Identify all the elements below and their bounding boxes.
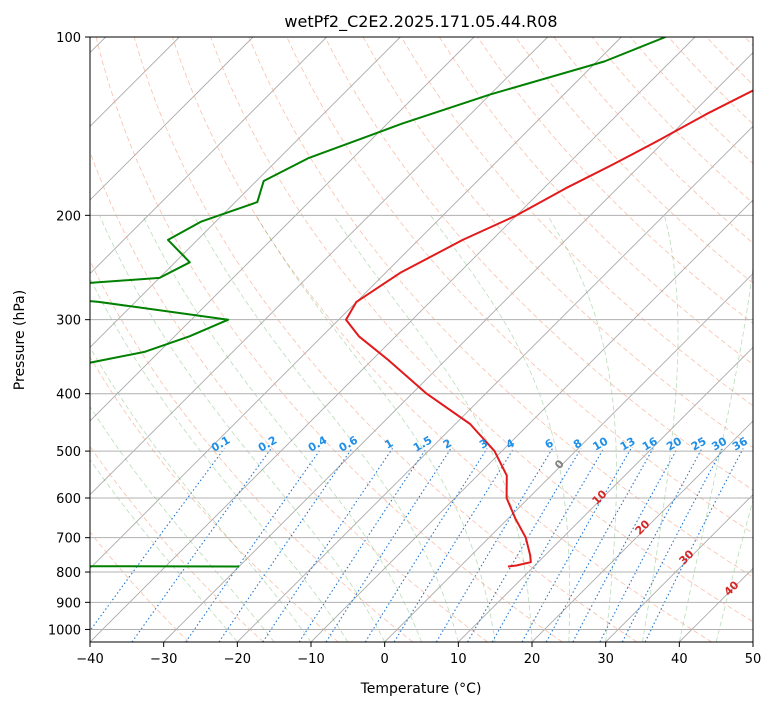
dry-adiabat-line xyxy=(90,445,264,642)
isotherm-line xyxy=(90,37,696,642)
plot-frame xyxy=(89,36,754,643)
isotherm-line xyxy=(90,37,401,348)
y-tick-label: 800 xyxy=(56,566,81,581)
moist-adiabat-line xyxy=(255,215,496,642)
mixing-ratio-line xyxy=(467,448,582,642)
x-tick-label: 10 xyxy=(450,652,467,667)
x-tick-label: −10 xyxy=(297,652,324,667)
y-tick-label: 700 xyxy=(56,532,81,547)
isotherm-line xyxy=(163,52,753,642)
series-lines xyxy=(90,37,753,568)
y-axis: 100 200 300 400 500 600 700 800 900 1000 xyxy=(48,31,90,638)
isotherm-line xyxy=(90,37,254,201)
dry-adiabat-line xyxy=(439,37,753,365)
x-tick-label: 40 xyxy=(671,652,688,667)
moist-adiabat-line xyxy=(90,346,312,642)
x-tick-label: 50 xyxy=(745,652,762,667)
mixing-ratio-line xyxy=(644,448,744,642)
y-tick-label: 600 xyxy=(56,492,81,507)
y-tick-label: 300 xyxy=(56,314,81,329)
dry-adiabat-line xyxy=(515,37,753,284)
x-tick-label: 20 xyxy=(524,652,541,667)
moist-adiabat-line xyxy=(90,458,238,642)
background-lines xyxy=(90,37,753,642)
y-tick-label: 100 xyxy=(56,31,81,46)
mixing-ratio-line xyxy=(491,448,605,642)
mixing-ratio-line xyxy=(298,448,427,642)
mixing-ratio-line xyxy=(218,448,353,642)
dry-adiabat-line xyxy=(248,37,753,578)
y-tick-label: 400 xyxy=(56,388,81,403)
mixing-ratio-line xyxy=(599,448,703,642)
mixing-ratio-line xyxy=(262,448,393,642)
isotherm-line xyxy=(90,37,327,275)
dry-adiabat-line xyxy=(90,531,190,642)
dry-adiabat-line xyxy=(133,37,638,642)
isotherm-line xyxy=(237,125,753,642)
mixing-ratio-line xyxy=(621,448,723,642)
dry-adiabat-line xyxy=(210,37,753,623)
mixing-ratio-line xyxy=(572,448,678,642)
x-tick-label: −30 xyxy=(150,652,177,667)
mixing-ratio-line xyxy=(185,448,322,642)
x-tick-label: 0 xyxy=(381,652,389,667)
dry-adiabat-line xyxy=(90,150,488,642)
dry-adiabat-line xyxy=(171,37,712,642)
moist-adiabat-line xyxy=(430,215,570,642)
mixing-ratio-line xyxy=(364,448,488,642)
moist-adiabat-line xyxy=(142,215,422,642)
x-tick-label: −20 xyxy=(224,652,251,667)
mixing-ratio-line xyxy=(393,448,515,642)
dry-adiabat-line xyxy=(324,37,753,491)
moist-adiabat-line xyxy=(642,215,679,642)
x-axis: −40 −30 −20 −10 0 10 20 30 40 50 xyxy=(76,642,761,667)
plot-area xyxy=(90,37,753,642)
y-tick-label: 200 xyxy=(56,209,81,224)
y-tick-label: 500 xyxy=(56,445,81,460)
dewpoint-profile-line xyxy=(90,37,666,568)
isotherm-line xyxy=(531,420,753,642)
moist-adiabat-line xyxy=(678,265,753,642)
mixing-ratio-line xyxy=(90,448,225,632)
dry-adiabat-line xyxy=(90,356,339,642)
y-tick-label: 900 xyxy=(56,596,81,611)
dry-adiabat-line xyxy=(400,37,753,407)
isotherm-line xyxy=(384,273,753,642)
dry-adiabat-line xyxy=(95,37,563,642)
moist-adiabat-line xyxy=(547,215,617,642)
chart-title: wetPf2_C2E2.2025.171.05.44.R08 xyxy=(284,12,557,32)
moist-adiabat-line xyxy=(193,215,459,642)
y-axis-label: Pressure (hPa) xyxy=(12,290,28,390)
moist-adiabat-line xyxy=(99,215,386,642)
isotherm-line xyxy=(90,37,548,496)
isotherm-line xyxy=(458,346,753,642)
isotherm-line xyxy=(90,37,622,569)
mixing-ratio-line xyxy=(325,448,452,642)
y-tick-label: 1000 xyxy=(48,623,81,638)
x-tick-label: −40 xyxy=(76,652,103,667)
moist-adiabat-line xyxy=(715,498,753,642)
x-axis-label: Temperature (°C) xyxy=(360,681,482,697)
x-tick-label: 30 xyxy=(597,652,614,667)
mixing-ratio-line xyxy=(131,448,272,642)
dry-adiabat-line xyxy=(90,260,414,642)
isotherm-line xyxy=(605,494,753,642)
temperature-profile-line xyxy=(345,89,753,568)
isotherm-line xyxy=(90,37,475,422)
